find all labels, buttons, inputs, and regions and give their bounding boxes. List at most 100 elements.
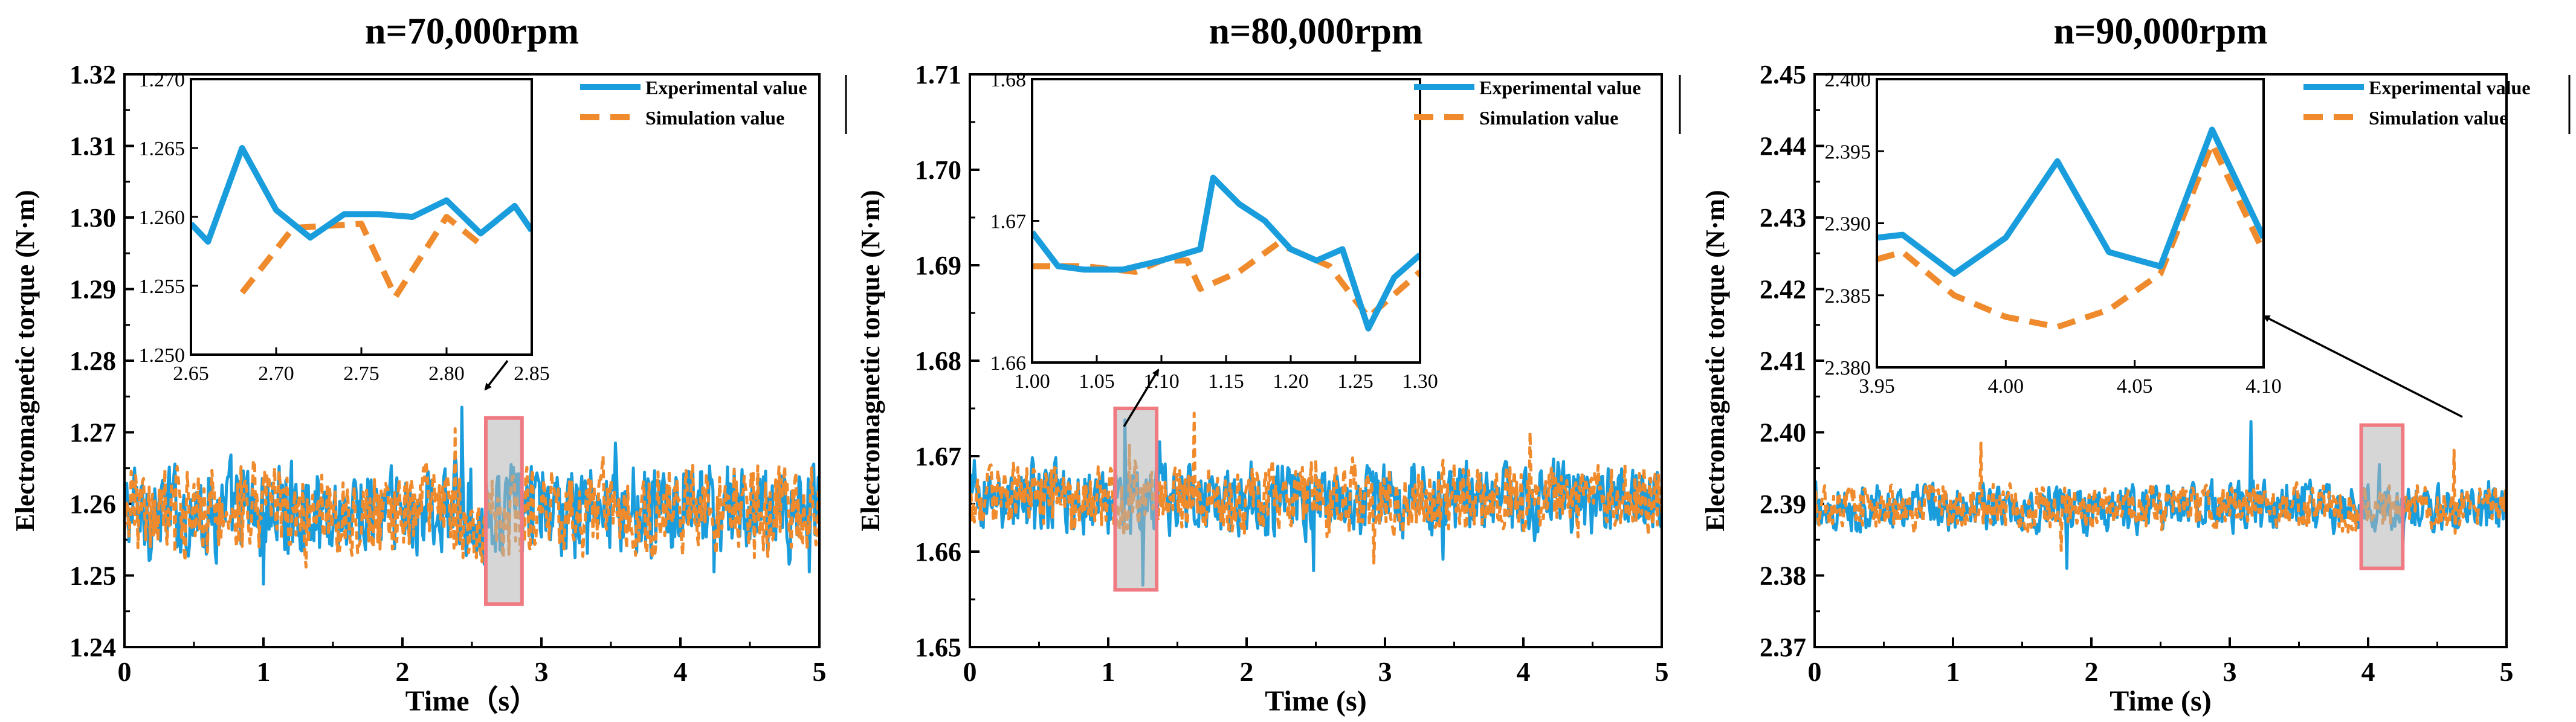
inset-y-tick-label: 2.400 [1825,69,1871,91]
y-tick-label: 1.29 [69,275,116,305]
legend: Experimental value Simulation value [1414,75,1681,134]
series-simulation [970,411,1662,565]
inset-x-tick-label: 1.25 [1337,370,1374,393]
inset-x-tick-label: 1.30 [1402,370,1438,393]
series-simulation [124,427,819,569]
inset-x-tick-label: 2.85 [514,363,550,385]
x-tick-label: 5 [813,656,827,687]
inset-y-tick-label: 2.395 [1825,141,1871,163]
y-tick-label: 1.69 [915,251,961,280]
x-axis-label: Time (s) [1265,685,1366,717]
inset-frame [190,78,533,356]
inset-plot: 1.66 1.67 1.68 1.00 1.05 1.10 1.15 1.20 1.25 1.30 [990,69,1438,393]
legend-label-experimental: Experimental value [2369,77,2531,98]
inset-series-experimental [1877,126,2264,277]
x-tick-label: 4 [1517,656,1531,687]
inset-x-tick-label: 4.05 [2117,375,2153,398]
inset-series-simulation [1877,141,2264,330]
x-tick-label: 1 [1102,656,1115,687]
legend-label-simulation: Simulation value [645,107,784,129]
inset-y-tick-label: 1.270 [139,69,186,91]
y-tick-label: 2.42 [1760,275,1806,305]
y-tick-label: 2.45 [1760,60,1806,89]
x-tick-label: 1 [1946,656,1960,687]
inset-y-tick-label: 1.265 [139,138,186,160]
legend-label-experimental: Experimental value [645,77,807,98]
y-tick-label: 2.44 [1760,132,1806,161]
legend: Experimental value Simulation value [580,75,847,134]
inset-frame [1876,78,2265,369]
inset-x-tick-label: 1.15 [1208,370,1244,393]
y-tick-label: 1.24 [69,633,116,662]
inset-x-tick-label: 1.10 [1143,370,1180,393]
plot-frame [969,73,1663,648]
zoom-highlight-box [2359,423,2405,570]
y-tick-label: 1.26 [69,489,116,519]
x-axis-label: Time (s) [2110,685,2211,717]
y-tick-label: 1.68 [915,346,961,376]
inset-plot: 1.250 1.255 1.260 1.265 1.270 2.65 2.70 2.75 2.8… [139,69,550,385]
chart-panel-2: n=80,000rpm Electromagnetic torque (N·m) T… [856,11,1681,717]
x-tick-label: 3 [1378,656,1392,687]
y-tick-label: 2.39 [1760,489,1806,519]
inset-x-tick-label: 2.75 [343,363,379,385]
y-tick-label: 1.67 [915,442,961,471]
inset-x-tick-label: 1.20 [1273,370,1309,393]
inset-y-tick-label: 1.68 [990,69,1027,91]
y-tick-label: 2.37 [1760,633,1806,662]
y-tick-label: 1.70 [915,155,961,185]
chart-panel-3: n=90,000rpm Electromagnetic torque (N·m) T… [1700,11,2571,717]
legend-label-experimental: Experimental value [1479,77,1641,98]
x-tick-label: 2 [1240,656,1254,687]
y-tick-label: 1.32 [69,60,116,89]
series-experimental [124,405,819,586]
x-tick-label: 0 [118,656,132,687]
inset-series-experimental [1032,175,1420,332]
plot-frame [123,73,821,648]
x-tick-label: 1 [257,656,271,687]
x-tick-label: 2 [396,656,410,687]
inset-x-tick-label: 1.05 [1079,370,1115,393]
inset-y-tick-label: 2.390 [1825,213,1871,236]
inset-background [1032,79,1420,363]
zoom-highlight-box [1113,407,1159,592]
inset-x-tick-label: 4.10 [2245,375,2282,398]
plot-frame [1813,73,2508,648]
x-tick-label: 5 [2500,656,2514,687]
inset-series-experimental [191,145,532,245]
y-tick-label: 1.66 [915,537,961,567]
legend-label-simulation: Simulation value [1479,107,1618,129]
y-axis-label: Electromagnetic torque (N·m) [856,190,885,531]
y-tick-label: 1.65 [915,633,961,662]
x-tick-label: 0 [963,656,977,687]
chart-title: n=70,000rpm [365,11,579,52]
chart-title: n=90,000rpm [2054,11,2268,52]
x-tick-label: 4 [674,656,688,687]
inset-y-tick-label: 1.66 [990,352,1027,375]
inset-x-tick-label: 4.00 [1988,375,2024,398]
zoom-arrow [2262,315,2463,418]
y-axis-label: Electromagnetic torque (N·m) [10,190,40,531]
inset-y-tick-label: 1.255 [139,276,186,298]
inset-x-tick-label: 2.80 [428,363,465,385]
y-tick-label: 1.71 [915,60,961,89]
inset-y-tick-label: 1.260 [139,207,186,229]
y-tick-label: 2.40 [1760,418,1806,448]
x-tick-label: 5 [1655,656,1669,687]
y-tick-label: 2.38 [1760,561,1806,591]
zoom-highlight-box [484,416,524,606]
y-axis-label: Electromagnetic torque (N·m) [1700,190,1730,531]
x-tick-label: 4 [2361,656,2375,687]
y-tick-label: 1.31 [69,132,116,161]
inset-plot: 2.380 2.385 2.390 2.395 2.400 3.95 4.00 4.05 4.1… [1825,69,2282,398]
y-tick-label: 1.30 [69,203,116,233]
x-tick-label: 2 [2085,656,2099,687]
zoom-arrow [1123,369,1160,427]
x-tick-label: 0 [1808,656,1822,687]
inset-y-tick-label: 1.250 [139,344,186,367]
legend: Experimental value Simulation value [2303,75,2571,134]
chart-title: n=80,000rpm [1209,11,1423,52]
inset-y-tick-label: 1.67 [990,211,1027,233]
inset-series-simulation [239,214,483,300]
inset-y-tick-label: 2.380 [1825,357,1871,379]
